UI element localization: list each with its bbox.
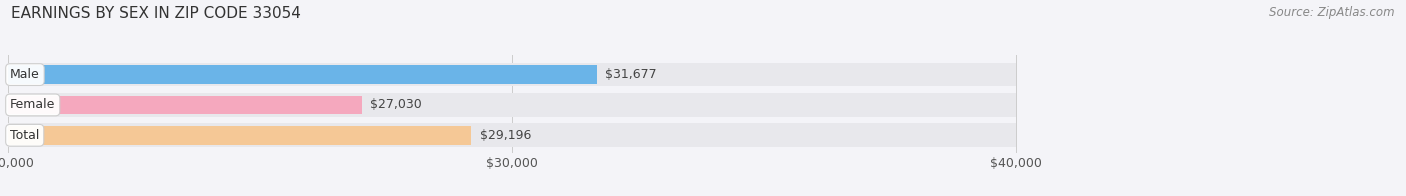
Text: $27,030: $27,030 — [370, 98, 422, 112]
Bar — [8, 123, 1017, 147]
Text: Source: ZipAtlas.com: Source: ZipAtlas.com — [1270, 6, 1395, 19]
Bar — [8, 95, 363, 114]
Bar — [8, 126, 471, 145]
Bar — [8, 63, 1017, 86]
Text: Female: Female — [10, 98, 55, 112]
Text: Male: Male — [10, 68, 39, 81]
Text: EARNINGS BY SEX IN ZIP CODE 33054: EARNINGS BY SEX IN ZIP CODE 33054 — [11, 6, 301, 21]
Text: $29,196: $29,196 — [479, 129, 531, 142]
Text: $31,677: $31,677 — [605, 68, 657, 81]
Bar — [8, 65, 596, 84]
Bar — [8, 93, 1017, 117]
Text: Total: Total — [10, 129, 39, 142]
